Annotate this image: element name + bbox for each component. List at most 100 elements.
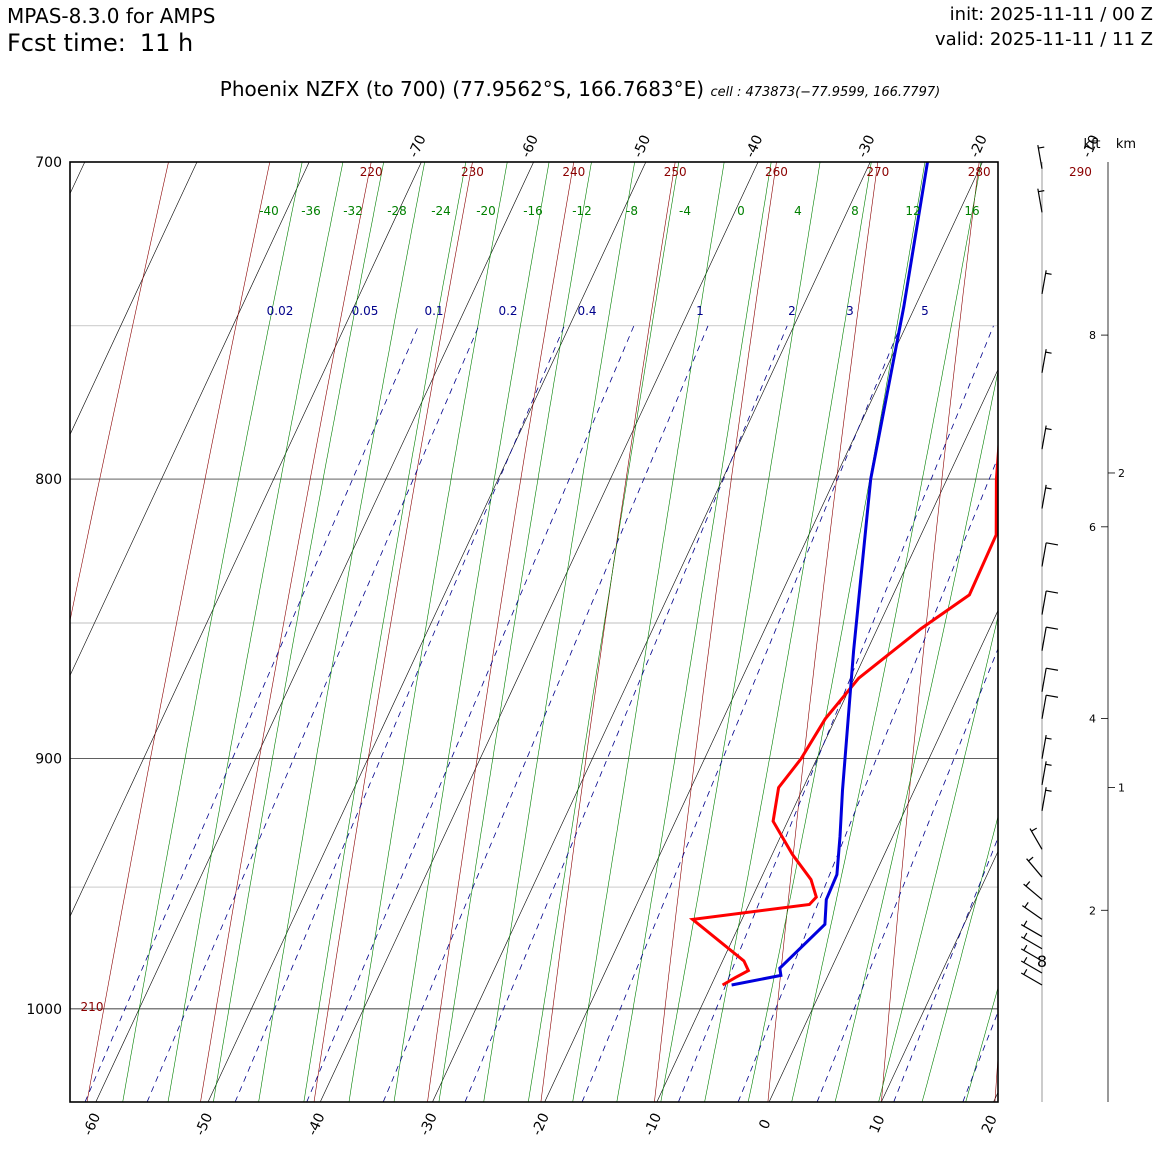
wind-barb	[1020, 932, 1043, 950]
kft-tick-label: 4	[1089, 713, 1096, 726]
mixing-ratio-line	[816, 647, 998, 1102]
moist-adiabat	[965, 986, 998, 1102]
moist-adiabat	[438, 162, 592, 1102]
km-axis-label: km	[1116, 137, 1136, 152]
wind-barb	[1037, 188, 1045, 213]
bottom-temp-tick-label: -60	[80, 1111, 104, 1138]
isotherm-line	[70, 162, 422, 918]
wind-barb-flag	[1046, 694, 1059, 698]
moist-adiabat-label: 12	[905, 204, 920, 218]
kft-axis-label: kft	[1084, 137, 1101, 152]
moist-adiabat	[878, 615, 998, 1102]
wind-barb-half	[1038, 146, 1045, 149]
temperature-profile	[688, 437, 998, 987]
mixing-ratio-line	[962, 1010, 998, 1102]
side-panel: kft km 2 4 6 8 1 2 8	[1020, 137, 1136, 1102]
wind-barb	[1041, 542, 1059, 567]
wind-barb	[1023, 881, 1043, 901]
km-tick-label: 1	[1118, 781, 1125, 794]
wind-barb-staff	[1041, 590, 1047, 615]
wind-barb	[1041, 761, 1052, 786]
isotherm-line	[881, 850, 998, 1102]
wind-barb-staff	[1041, 484, 1047, 509]
pressure-tick-label: 800	[35, 472, 62, 488]
top-temp-tick-label: -60	[518, 133, 542, 160]
wind-barb	[1041, 484, 1052, 509]
moist-adiabat-label: 4	[794, 204, 802, 218]
mixing-ratio-line	[893, 836, 998, 1102]
dewpoint-profile	[731, 162, 929, 987]
wind-barb	[1029, 827, 1043, 850]
wind-barb	[1026, 856, 1043, 878]
mixing-ratio-label: 5	[921, 304, 929, 318]
bottom-temp-tick-label: -50	[192, 1111, 216, 1138]
dry-adiabat	[200, 162, 372, 1102]
bottom-temp-tick-label: -10	[641, 1111, 665, 1138]
mixing-ratio-label: 3	[846, 304, 854, 318]
wind-barb-half	[1038, 190, 1045, 193]
moist-adiabat	[572, 162, 725, 1102]
wind-barb-staff	[1041, 761, 1047, 786]
wind-barb-staff	[1020, 972, 1043, 986]
wind-barb	[1037, 145, 1045, 169]
mixing-ratio-line	[678, 325, 994, 1102]
moist-adiabat	[834, 369, 998, 1102]
forecast-time-value: 11 h	[139, 29, 194, 57]
mixing-ratio-label: 0.02	[267, 304, 294, 318]
background-grid	[70, 162, 1160, 1102]
wind-barb	[1020, 969, 1043, 986]
station-marker: 8	[1037, 952, 1047, 971]
dry-adiabat	[70, 162, 169, 623]
moist-adiabat-label: -16	[523, 204, 543, 218]
isotherm-line	[70, 162, 310, 677]
wind-barb-staff	[1041, 734, 1047, 759]
wind-barb	[1041, 425, 1052, 450]
wind-barb-staff	[1020, 948, 1043, 962]
moist-adiabat-label: -20	[476, 204, 496, 218]
isotherm-line	[768, 609, 998, 1102]
chart-title: Phoenix NZFX (to 700) (77.9562°S, 166.76…	[0, 77, 1160, 101]
pressure-tick-label: 700	[35, 155, 62, 171]
moist-adiabat	[122, 162, 303, 1102]
isotherm-line	[432, 162, 871, 1102]
wind-barb-staff	[1041, 542, 1047, 567]
moist-adiabat-label: -32	[343, 204, 363, 218]
theta-label: 250	[664, 165, 687, 179]
wind-barb-staff	[1041, 627, 1047, 651]
forecast-time: Fcst time: 11 h	[7, 29, 193, 57]
wind-barb	[1020, 956, 1043, 974]
isotherm-line	[70, 162, 86, 195]
km-tick-label: 2	[1118, 467, 1125, 480]
dry-adiabat	[1108, 162, 1160, 1102]
isotherm-line	[319, 162, 759, 1102]
wind-barb-half	[1023, 944, 1028, 951]
wind-barb-half	[1045, 351, 1052, 354]
wind-barb-staff	[1041, 349, 1047, 373]
mixing-ratio-label: 0.2	[498, 304, 517, 318]
bottom-temp-tick-label: 10	[867, 1113, 889, 1136]
wind-barb-staff	[1020, 936, 1043, 950]
moist-adiabat-label: 16	[964, 204, 979, 218]
moist-adiabat-label: -40	[259, 204, 279, 218]
moist-adiabat-label: 8	[851, 204, 859, 218]
profile-lines	[688, 162, 998, 987]
mixing-ratio-line	[84, 325, 419, 1102]
theta-label: 240	[562, 165, 585, 179]
forecast-time-label: Fcst time:	[7, 29, 126, 57]
wind-barb-half	[1023, 969, 1028, 975]
moist-adiabat	[348, 162, 508, 1102]
dry-adiabat	[540, 162, 676, 1102]
dry-adiabat	[881, 162, 980, 1102]
kft-tick-label: 6	[1089, 521, 1096, 534]
wind-barb	[1020, 944, 1043, 962]
theta-label: 280	[968, 165, 991, 179]
mixing-ratio-label: 0.1	[424, 304, 443, 318]
wind-barb-staff	[1021, 905, 1043, 920]
cell-label: cell : 473873(−77.9599, 166.7797)	[710, 85, 941, 100]
dry-adiabat	[654, 162, 777, 1102]
wind-barb-half	[1031, 827, 1037, 832]
wind-barb-half	[1045, 737, 1052, 740]
wind-barb-half	[1023, 920, 1028, 927]
wind-barb	[1041, 787, 1052, 812]
